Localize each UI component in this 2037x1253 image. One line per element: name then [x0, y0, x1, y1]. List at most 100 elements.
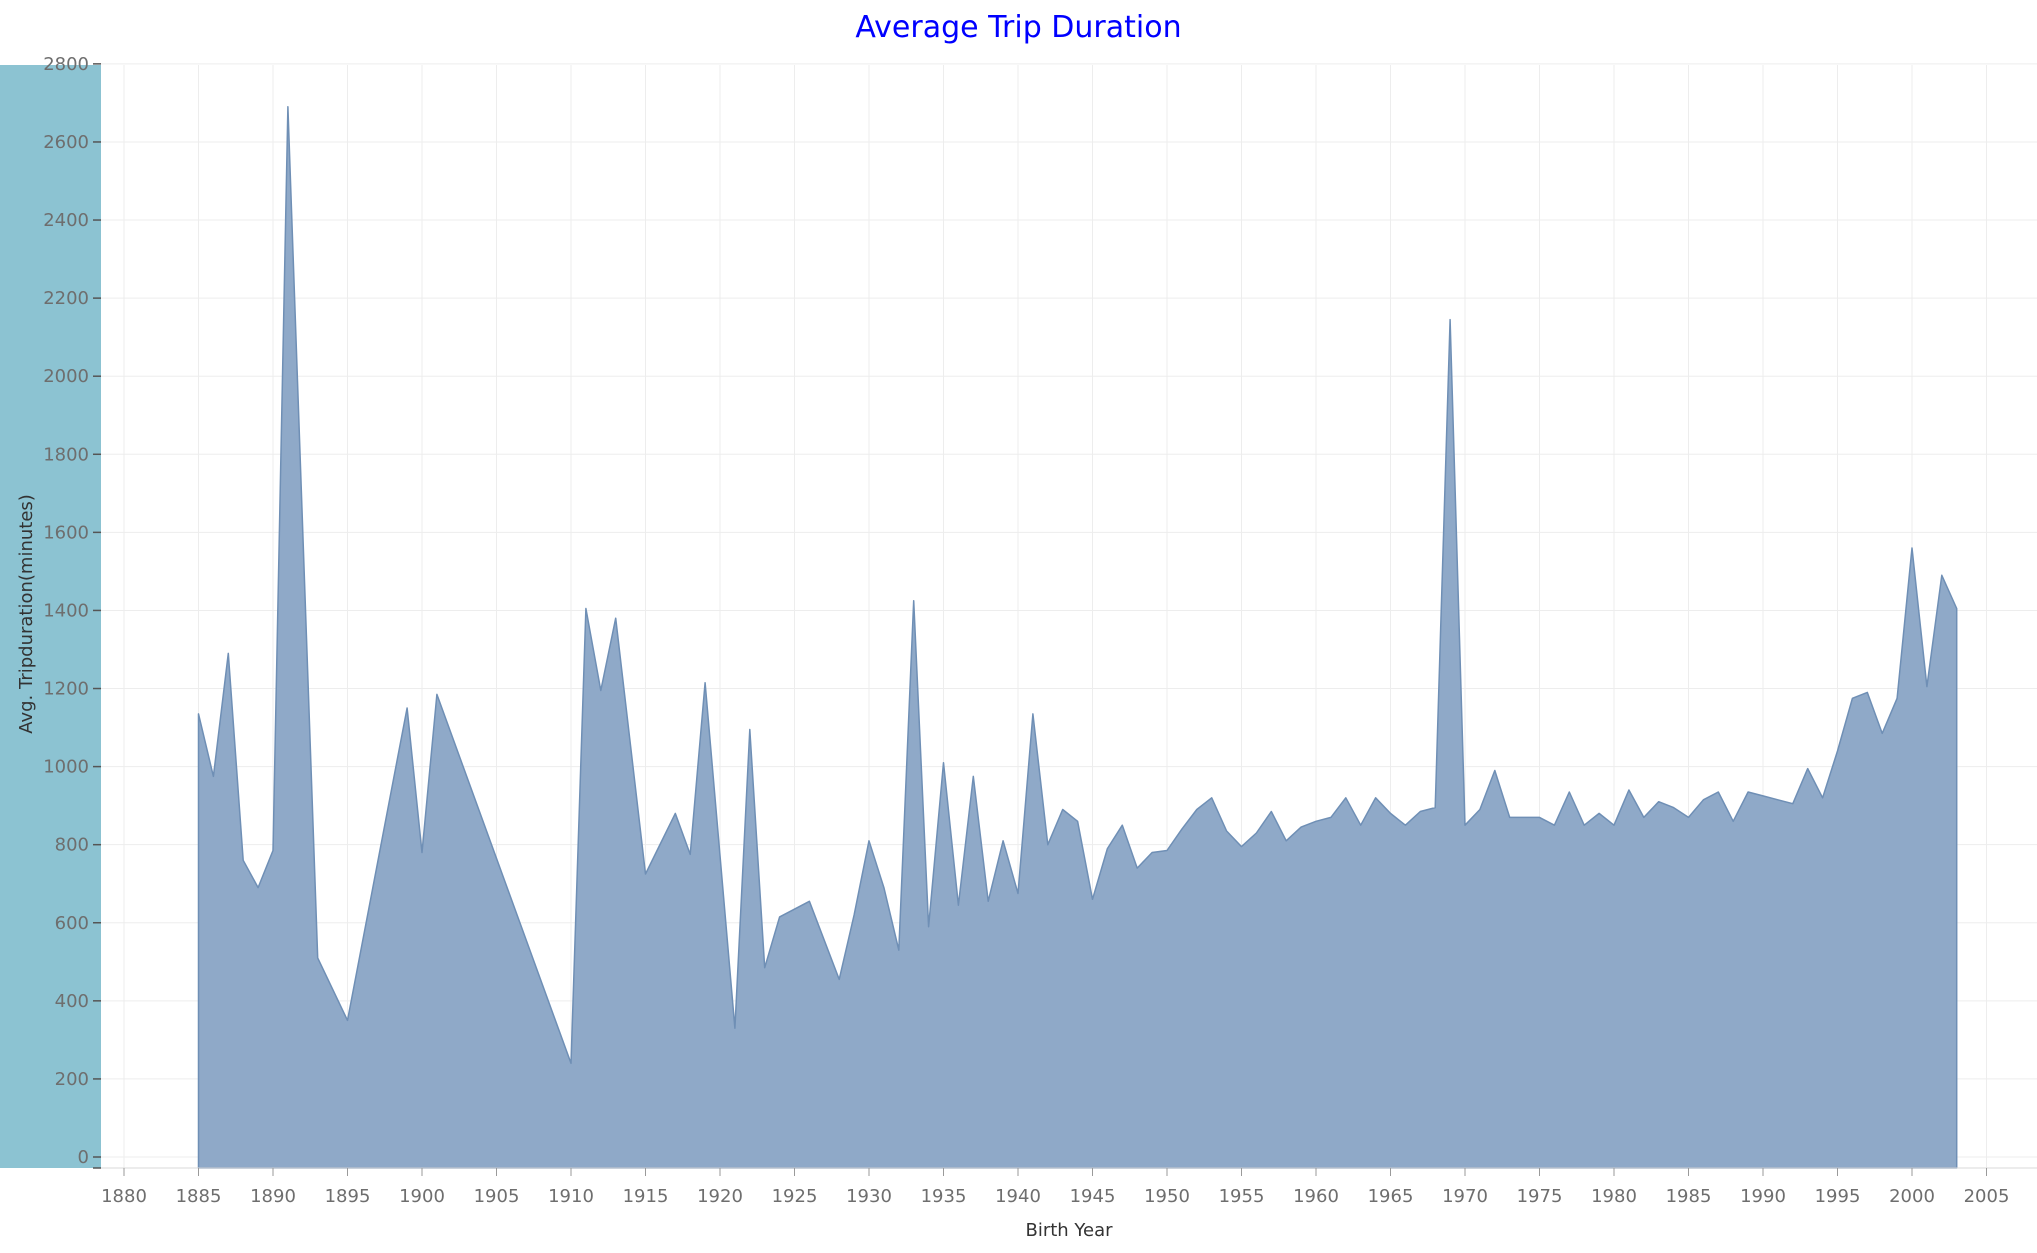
data-point [807, 899, 811, 903]
y-tick-label: 800 [55, 835, 89, 856]
data-point [271, 849, 275, 853]
data-point [211, 774, 215, 778]
x-tick-label: 1925 [772, 1186, 818, 1207]
x-tick-label: 2005 [1964, 1186, 2010, 1207]
data-point [1508, 815, 1512, 819]
y-tick-label: 2800 [43, 54, 89, 75]
data-point [1314, 819, 1318, 823]
data-point [1046, 843, 1050, 847]
x-tick-label: 1895 [325, 1186, 371, 1207]
data-point [614, 616, 618, 620]
data-point [1165, 849, 1169, 853]
data-point [1269, 810, 1273, 814]
data-point [1135, 866, 1139, 870]
y-tick-label: 1200 [43, 679, 89, 700]
data-point [569, 1061, 573, 1065]
data-point [1031, 712, 1035, 716]
x-tick-label: 1975 [1517, 1186, 1563, 1207]
y-axis-band [0, 65, 101, 1168]
data-point [1329, 815, 1333, 819]
data-point [1091, 897, 1095, 901]
data-point [1567, 790, 1571, 794]
data-point [1791, 802, 1795, 806]
data-point [1225, 829, 1229, 833]
data-point [1821, 796, 1825, 800]
data-point [971, 774, 975, 778]
data-point [1076, 819, 1080, 823]
x-tick-label: 1940 [995, 1186, 1041, 1207]
y-tick-label: 1800 [43, 444, 89, 465]
data-point [1523, 815, 1527, 819]
data-point [703, 681, 707, 685]
data-point [1672, 806, 1676, 810]
data-point [1180, 827, 1184, 831]
data-point [1806, 767, 1810, 771]
data-point [1597, 811, 1601, 815]
data-point [1850, 696, 1854, 700]
data-point [1254, 831, 1258, 835]
x-tick-label: 1910 [548, 1186, 594, 1207]
data-point [435, 692, 439, 696]
y-tick-label: 2000 [43, 366, 89, 387]
x-tick-label: 1960 [1293, 1186, 1339, 1207]
data-point [1478, 808, 1482, 812]
data-point [405, 706, 409, 710]
data-point [1105, 847, 1109, 851]
data-point [316, 956, 320, 960]
data-point [1746, 790, 1750, 794]
data-point [1001, 839, 1005, 843]
y-axis-ticks: 0 200 400 600 800 1000 1200 1400 1600 1800 2000 220… [43, 54, 101, 1169]
x-tick-label: 1985 [1666, 1186, 1712, 1207]
x-axis-ticks: 1880 1885 1890 1895 1900 1905 1910 1915 1920 1925… [101, 1168, 2009, 1207]
y-tick-label: 2600 [43, 132, 89, 153]
data-point [1731, 819, 1735, 823]
data-point [1701, 798, 1705, 802]
y-tick-label: 600 [55, 913, 89, 934]
data-point [420, 851, 424, 855]
data-point [867, 839, 871, 843]
data-point [778, 915, 782, 919]
x-tick-label: 1935 [921, 1186, 967, 1207]
data-point [1836, 749, 1840, 753]
x-tick-label: 1945 [1070, 1186, 1116, 1207]
data-point [241, 858, 245, 862]
x-tick-label: 1920 [697, 1186, 743, 1207]
y-tick-label: 2400 [43, 210, 89, 231]
x-tick-label: 1900 [399, 1186, 445, 1207]
x-tick-label: 2000 [1889, 1186, 1935, 1207]
x-axis-title: Birth Year [1025, 1220, 1113, 1241]
data-point [599, 689, 603, 693]
data-point [1120, 823, 1124, 827]
x-tick-label: 1890 [250, 1186, 296, 1207]
area-series-path [197, 106, 1958, 1169]
data-point [226, 651, 230, 655]
data-point [1716, 790, 1720, 794]
data-point [1299, 825, 1303, 829]
x-tick-label: 1965 [1368, 1186, 1414, 1207]
data-point [688, 852, 692, 856]
x-tick-label: 1970 [1442, 1186, 1488, 1207]
data-point [927, 925, 931, 929]
area-series [197, 105, 1958, 1169]
data-point [286, 105, 290, 109]
x-tick-label: 1950 [1144, 1186, 1190, 1207]
y-tick-label: 2200 [43, 288, 89, 309]
data-point [1776, 798, 1780, 802]
y-tick-label: 1000 [43, 757, 89, 778]
data-point [1940, 573, 1944, 577]
data-point [882, 886, 886, 890]
data-point [1418, 810, 1422, 814]
x-tick-label: 1990 [1740, 1186, 1786, 1207]
x-tick-label: 1930 [846, 1186, 892, 1207]
data-point [1389, 811, 1393, 815]
data-point [1910, 546, 1914, 550]
y-tick-label: 200 [55, 1069, 89, 1090]
data-point [1687, 815, 1691, 819]
data-point [1582, 823, 1586, 827]
data-point [1642, 815, 1646, 819]
data-point [1210, 796, 1214, 800]
y-tick-label: 1600 [43, 522, 89, 543]
data-point [1359, 823, 1363, 827]
data-point [1344, 796, 1348, 800]
